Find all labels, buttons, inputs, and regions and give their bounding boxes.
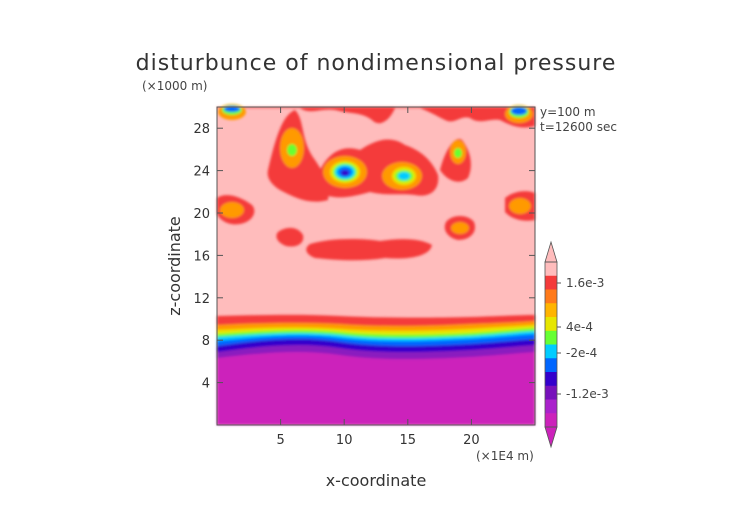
y-unit-label: (×1000 m) (142, 79, 207, 93)
y-tick-label: 28 (193, 122, 210, 137)
contour-fill (217, 104, 535, 425)
contour-top-red (217, 107, 535, 128)
core-cyan-2 (398, 172, 410, 180)
colorbar-swatch (545, 275, 557, 290)
colorbar-label: 1.6e-3 (566, 276, 604, 290)
colorbar-frame (544, 261, 558, 428)
core-orange-6 (509, 198, 531, 214)
core-green-4 (454, 148, 462, 158)
colorbar-label: 4e-4 (566, 320, 593, 334)
y-tick-label: 4 (202, 377, 210, 392)
contour-band-16 (306, 239, 432, 261)
core-orange-7 (451, 222, 469, 234)
annotation-t: t=12600 sec (540, 120, 617, 134)
contour-blob-17 (276, 227, 304, 247)
x-tick-label: 20 (463, 433, 480, 448)
contour-lower-magenta (217, 348, 535, 425)
core-orange-5 (220, 202, 244, 218)
colorbar-swatch (545, 317, 557, 332)
y-tick-label: 24 (193, 165, 210, 180)
y-tick-label: 20 (193, 207, 210, 222)
y-tick-label: 12 (193, 292, 210, 307)
colorbar-swatch (545, 344, 557, 359)
colorbar-label: -2e-4 (566, 346, 597, 360)
plot-area (216, 104, 536, 426)
colorbar-label: -1.2e-3 (566, 387, 609, 401)
colorbar-swatch (545, 289, 557, 304)
colorbar-swatch (545, 358, 557, 373)
y-axis-label: z-coordinate (165, 216, 184, 316)
corner-right-blue (511, 107, 527, 115)
colorbar-top-arrow (544, 240, 558, 263)
colorbar-swatch (545, 399, 557, 414)
x-unit-label: (×1E4 m) (476, 449, 534, 463)
core-green-3 (287, 144, 297, 156)
colorbar-swatch (545, 262, 557, 277)
contour-red-band (217, 314, 535, 326)
colorbar-swatch (545, 413, 557, 428)
x-axis-label: x-coordinate (326, 471, 427, 490)
plot-frame (216, 106, 536, 426)
colorbar: 1.6e-3 4e-4 -2e-4 -1.2e-3 (544, 240, 609, 449)
chart-title: disturbunce of nondimensional pressure (136, 51, 617, 76)
y-tick-label: 8 (202, 334, 210, 349)
x-axis: 5 10 15 20 (276, 107, 480, 448)
x-tick-label: 5 (276, 433, 284, 448)
x-tick-label: 10 (336, 433, 353, 448)
colorbar-bottom-arrow (544, 426, 558, 449)
y-tick-label: 16 (193, 249, 210, 264)
colorbar-swatch (545, 385, 557, 400)
annotation-y: y=100 m (540, 105, 596, 119)
core-darkblue-1 (341, 170, 349, 176)
colorbar-swatch (545, 303, 557, 318)
colorbar-swatch (545, 372, 557, 387)
y-axis: 4 8 12 16 20 24 28 (193, 122, 535, 392)
x-tick-label: 15 (400, 433, 417, 448)
colorbar-swatch (545, 330, 557, 345)
